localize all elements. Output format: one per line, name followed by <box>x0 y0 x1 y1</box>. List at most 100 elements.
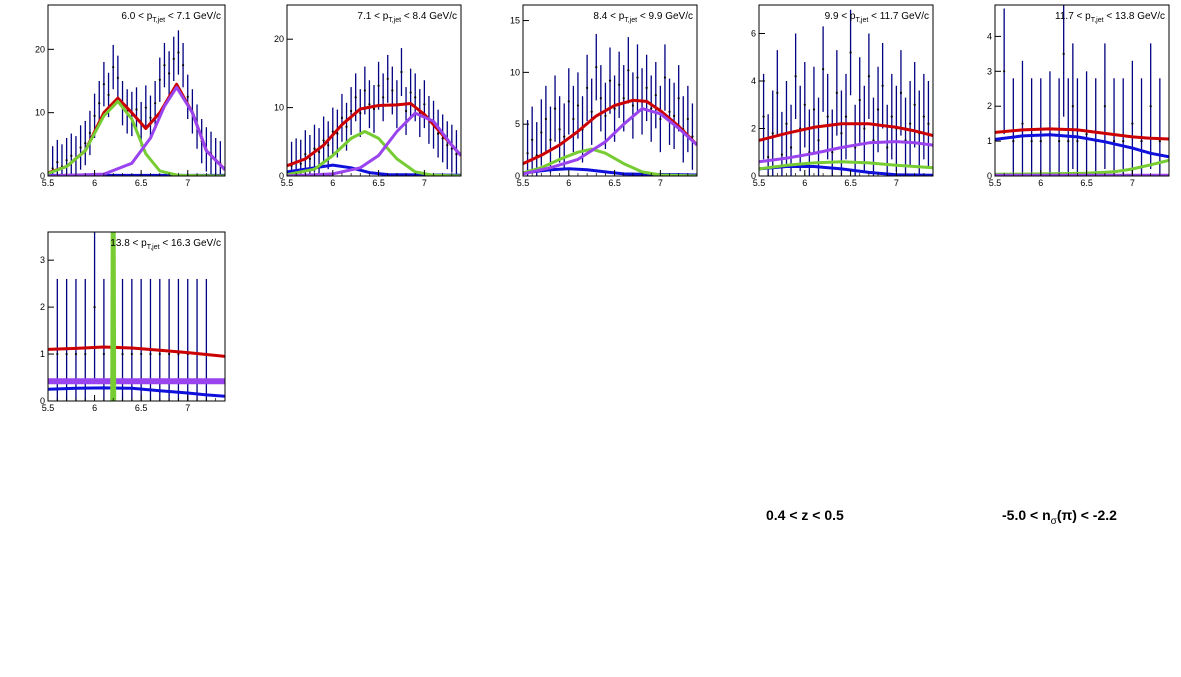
proton-fit-curve <box>523 107 697 176</box>
panel-title-high: < 8.4 GeV/c <box>401 11 457 22</box>
plot-area <box>48 232 225 401</box>
x-tick-label: 6 <box>1038 178 1043 188</box>
data-point <box>1122 140 1125 143</box>
panel-title-low: 7.1 < p <box>357 11 388 22</box>
data-point <box>51 167 54 170</box>
data-point <box>899 91 903 94</box>
x-tick-label: 6 <box>92 178 97 188</box>
y-tick-label: 1 <box>40 349 45 359</box>
data-point <box>659 117 662 121</box>
data-point <box>135 108 138 111</box>
total-fit-curve <box>523 98 697 165</box>
plot-frame <box>286 4 462 177</box>
x-tick-label: 6.5 <box>844 178 857 188</box>
data-point <box>84 141 87 145</box>
data-point <box>98 102 101 105</box>
data-point <box>1076 140 1079 143</box>
x-tick-label: 6.5 <box>135 403 148 413</box>
panel-title-subscript: T,jet <box>388 17 401 24</box>
proton-fit-curve <box>287 111 461 176</box>
data-point <box>563 135 566 138</box>
total-fit-curve <box>995 127 1169 141</box>
data-point <box>1112 140 1116 143</box>
data-point <box>354 96 357 99</box>
panel-title-low: 9.9 < p <box>825 11 856 22</box>
x-tick-label: 5.5 <box>42 178 55 188</box>
panel-title: 13.8 < pT,jet < 16.3 GeV/c <box>110 238 221 251</box>
data-point <box>107 93 110 97</box>
data-point <box>627 69 630 72</box>
data-point <box>1158 140 1161 143</box>
panel-title-low: 8.4 < p <box>593 11 624 22</box>
data-point <box>922 115 925 118</box>
data-point <box>881 84 884 87</box>
pion-fit-curve <box>759 165 933 176</box>
panel-6: 5.5 6 6.5 7 0 1 2 3 13.8 < pT,jet < 16.3 GeV/c <box>40 231 226 413</box>
total-fit-curve <box>48 345 225 358</box>
panel-title: 11.7 < pT,jet < 13.8 GeV/c <box>1055 11 1165 24</box>
data-point <box>531 138 534 141</box>
data-point <box>691 135 694 138</box>
data-point <box>785 122 788 125</box>
data-point <box>762 115 765 118</box>
panel-title-subscript: T,jet <box>152 17 165 24</box>
data-point <box>767 155 770 159</box>
y-tick-label: 4 <box>987 31 992 41</box>
data-point <box>181 64 185 67</box>
data-point <box>70 154 73 157</box>
data-point <box>567 100 570 103</box>
data-point <box>1021 122 1024 125</box>
data-point <box>1062 52 1065 55</box>
data-point <box>317 150 321 154</box>
data-point <box>645 86 648 90</box>
plot-frame <box>522 4 698 177</box>
data-point <box>88 131 92 135</box>
data-point <box>840 132 843 135</box>
x-tick-label: 5.5 <box>989 178 1002 188</box>
panel-title: 7.1 < pT,jet < 8.4 GeV/c <box>357 11 457 24</box>
panel-title-subscript: T,jet <box>1091 17 1104 24</box>
data-point <box>599 97 602 100</box>
data-point <box>308 157 311 160</box>
data-point <box>372 107 376 111</box>
y-tick-label: 2 <box>987 101 992 111</box>
data-point <box>1071 105 1074 108</box>
data-point <box>1058 140 1061 143</box>
data-point <box>844 115 848 118</box>
data-point <box>1039 140 1042 143</box>
y-tick-label: 3 <box>987 66 992 76</box>
data-point <box>686 117 689 121</box>
data-point <box>363 89 366 92</box>
panel-title-subscript: T,jet <box>624 17 637 24</box>
panel-title-subscript: T,jet <box>147 244 160 251</box>
data-point <box>663 76 667 79</box>
data-point <box>1003 70 1006 73</box>
data-point <box>140 352 143 356</box>
data-point <box>56 160 59 164</box>
panel-title-low: 11.7 < p <box>1055 11 1091 22</box>
data-point <box>618 83 621 86</box>
data-point <box>1131 122 1134 125</box>
y-tick-label: 2 <box>751 124 756 134</box>
data-point <box>65 159 68 162</box>
y-tick-label: 0 <box>987 171 992 181</box>
data-point <box>437 132 440 135</box>
data-point <box>604 114 607 117</box>
panel-3: 5.5 6 6.5 7 0 5 10 15 8.4 < pT,jet < 9.9 GeV/c <box>510 4 698 188</box>
y-tick-label: 0 <box>751 171 756 181</box>
data-point <box>1012 140 1015 143</box>
panel-title-low: 13.8 < p <box>110 238 147 249</box>
x-tick-label: 6 <box>566 178 571 188</box>
kaon-fit-curve <box>110 232 117 401</box>
data-point <box>526 152 529 155</box>
data-point <box>1030 140 1033 143</box>
data-point <box>404 109 408 113</box>
data-point <box>168 72 171 75</box>
data-point <box>336 132 339 135</box>
data-point <box>93 306 96 309</box>
y-tick-label: 0 <box>40 396 45 406</box>
x-tick-label: 5.5 <box>281 178 294 188</box>
y-tick-label: 15 <box>510 16 520 26</box>
data-point <box>863 127 866 130</box>
